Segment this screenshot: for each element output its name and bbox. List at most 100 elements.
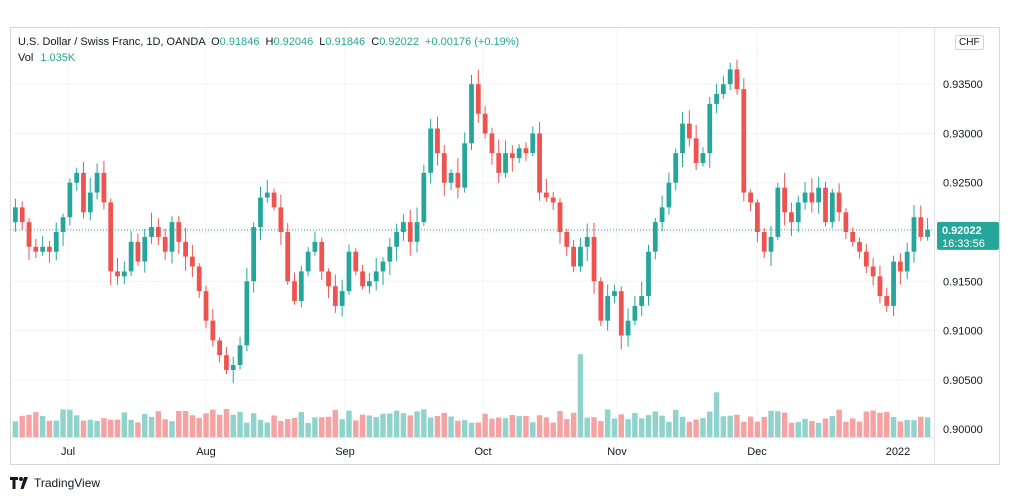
candle-body[interactable] (285, 232, 291, 282)
candle-body[interactable] (789, 212, 794, 223)
candle-body[interactable] (135, 241, 141, 262)
candle-body[interactable] (332, 286, 338, 306)
price-axis[interactable]: 0.935000.930000.925000.920000.915000.910… (935, 28, 1001, 463)
candle-body[interactable] (149, 227, 154, 237)
candle-body[interactable] (659, 207, 665, 223)
candle-body[interactable] (618, 291, 624, 336)
candle-body[interactable] (775, 187, 781, 237)
candle-body[interactable] (353, 251, 359, 272)
candle-body[interactable] (326, 271, 331, 287)
candle-body[interactable] (67, 182, 73, 218)
candle-body[interactable] (33, 246, 39, 252)
candle-body[interactable] (108, 202, 114, 272)
candle-body[interactable] (462, 143, 468, 188)
symbol-title[interactable]: U.S. Dollar / Swiss Franc, 1D, OANDA (18, 36, 206, 48)
candle-body[interactable] (237, 345, 243, 366)
candle-body[interactable] (863, 251, 869, 267)
candle-body[interactable] (47, 246, 52, 252)
candle-body[interactable] (258, 197, 263, 228)
candle-body[interactable] (441, 153, 447, 183)
candle-body[interactable] (312, 241, 318, 252)
time-axis[interactable]: Jul Aug Sep Oct Nov Dec 2022 (10, 438, 934, 464)
candle-body[interactable] (571, 246, 576, 267)
candle-body[interactable] (748, 192, 753, 203)
candle-body[interactable] (911, 217, 917, 252)
candle-body[interactable] (918, 217, 924, 237)
candle-body[interactable] (557, 202, 563, 232)
candle-body[interactable] (482, 113, 488, 134)
candle-body[interactable] (734, 69, 740, 90)
candle-body[interactable] (550, 197, 556, 203)
candle-body[interactable] (509, 153, 515, 159)
candle-body[interactable] (475, 84, 481, 114)
candle-body[interactable] (230, 365, 236, 370)
footer-branding[interactable]: TradingView (10, 476, 100, 490)
candle-body[interactable] (496, 153, 502, 173)
candle-body[interactable] (870, 266, 876, 277)
candle-body[interactable] (612, 291, 617, 297)
candle-body[interactable] (503, 153, 508, 173)
candle-body[interactable] (469, 84, 474, 144)
candle-body[interactable] (639, 296, 645, 306)
candle-body[interactable] (564, 232, 570, 247)
candle-body[interactable] (319, 241, 325, 272)
candle-body[interactable] (850, 232, 856, 242)
candle-body[interactable] (53, 232, 59, 252)
candle-body[interactable] (673, 153, 679, 183)
candle-body[interactable] (700, 153, 706, 164)
candle-body[interactable] (755, 202, 760, 232)
candle-body[interactable] (768, 236, 774, 252)
candle-body[interactable] (210, 320, 216, 341)
candle-body[interactable] (128, 241, 134, 272)
candle-body[interactable] (884, 296, 890, 306)
candle-body[interactable] (414, 222, 420, 242)
candle-body[interactable] (489, 133, 495, 154)
candle-body[interactable] (823, 187, 828, 223)
candle-body[interactable] (40, 246, 46, 252)
candle-body[interactable] (101, 172, 107, 203)
candle-body[interactable] (394, 232, 400, 247)
candle-body[interactable] (686, 123, 692, 139)
candle-body[interactable] (666, 182, 672, 208)
candle-body[interactable] (176, 222, 182, 242)
candle-body[interactable] (652, 222, 658, 252)
candle-body[interactable] (115, 271, 120, 277)
candle-body[interactable] (203, 291, 209, 321)
candle-body[interactable] (19, 207, 25, 223)
candle-body[interactable] (720, 84, 726, 95)
candle-body[interactable] (401, 222, 406, 232)
candle-body[interactable] (169, 222, 175, 252)
candle-body[interactable] (298, 271, 304, 301)
candle-body[interactable] (13, 207, 18, 223)
candle-body[interactable] (60, 217, 66, 232)
candle-body[interactable] (578, 246, 583, 267)
candle-body[interactable] (190, 256, 195, 267)
candle-body[interactable] (26, 222, 32, 247)
currency-button[interactable]: CHF (955, 35, 984, 50)
candle-body[interactable] (543, 192, 549, 198)
candle-body[interactable] (598, 281, 604, 321)
candle-body[interactable] (836, 192, 842, 213)
candle-body[interactable] (843, 212, 849, 232)
candle-body[interactable] (809, 192, 815, 203)
candle-body[interactable] (448, 172, 454, 183)
candle-body[interactable] (339, 291, 345, 306)
chart-plot-area[interactable] (10, 28, 934, 463)
candle-body[interactable] (428, 128, 434, 173)
candle-body[interactable] (680, 123, 685, 154)
candle-body[interactable] (155, 227, 161, 237)
candle-body[interactable] (217, 340, 223, 356)
candle-body[interactable] (407, 222, 413, 242)
candle-body[interactable] (891, 261, 896, 306)
candle-body[interactable] (904, 251, 910, 272)
candle-body[interactable] (782, 187, 788, 213)
candle-body[interactable] (142, 236, 148, 262)
candle-body[interactable] (244, 281, 250, 346)
candle-body[interactable] (264, 192, 270, 198)
candlestick-chart[interactable] (10, 28, 934, 463)
candle-body[interactable] (802, 192, 808, 203)
candle-body[interactable] (714, 94, 719, 104)
candle-body[interactable] (584, 236, 590, 247)
candle-body[interactable] (387, 246, 393, 262)
